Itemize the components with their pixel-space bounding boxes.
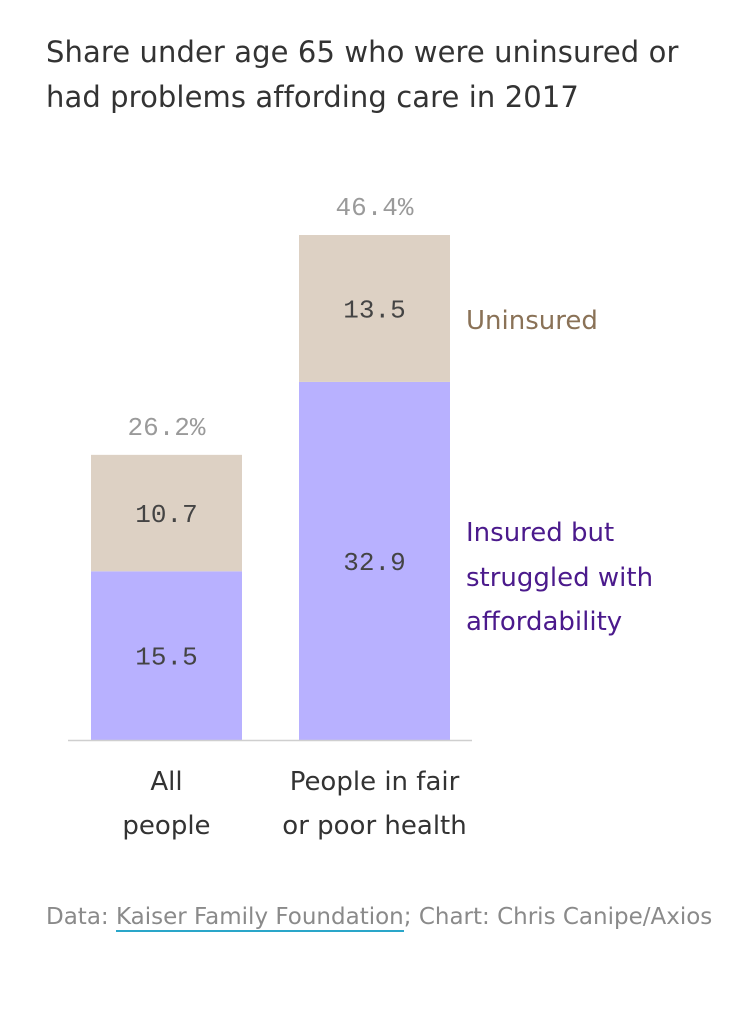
bar-segment-uninsured-0 — [91, 454, 242, 572]
source-rest: ; Chart: Chris Canipe/Axios — [403, 904, 713, 930]
legend-label-insured-struggled: affordability — [466, 607, 622, 637]
total-label: 46.4% — [335, 193, 413, 223]
legend-label-insured-struggled: Insured but — [466, 518, 614, 548]
value-label: 13.5 — [343, 295, 405, 325]
value-label: 10.7 — [135, 500, 197, 530]
category-label: All — [150, 767, 182, 797]
value-label: 15.5 — [135, 643, 197, 673]
legend-label-insured-struggled: struggled with — [466, 563, 653, 593]
source-prefix: Data: — [46, 904, 116, 930]
category-label: or poor health — [282, 811, 466, 841]
bar-segment-insured-struggled-1 — [299, 381, 450, 740]
category-label: people — [122, 811, 210, 841]
total-label: 26.2% — [127, 413, 205, 443]
bar-segment-uninsured-1 — [299, 235, 450, 382]
value-label: 32.9 — [343, 548, 405, 578]
legend-label-uninsured: Uninsured — [466, 306, 598, 336]
category-label: People in fair — [290, 767, 460, 797]
stacked-bar-chart: 15.5 10.7 26.2% All people 32.9 13.5 46.4% Peopl… — [68, 193, 653, 841]
source-note: Data: Kaiser Family Foundation; Chart: C… — [46, 897, 726, 937]
source-link[interactable]: Kaiser Family Foundation — [115, 904, 404, 932]
bar-segment-insured-struggled-0 — [91, 571, 242, 740]
chart-title: Share under age 65 who were uninsured or… — [46, 35, 679, 114]
